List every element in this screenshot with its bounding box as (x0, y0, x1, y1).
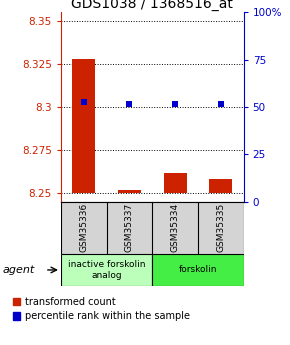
Legend: transformed count, percentile rank within the sample: transformed count, percentile rank withi… (11, 295, 192, 323)
Text: GSM35337: GSM35337 (125, 203, 134, 252)
Bar (118, 190, 141, 193)
Text: GSM35334: GSM35334 (171, 203, 180, 252)
Bar (209, 179, 232, 193)
Bar (61, 254, 152, 286)
Bar (164, 172, 186, 193)
Bar (72, 59, 95, 193)
Title: GDS1038 / 1368516_at: GDS1038 / 1368516_at (71, 0, 233, 11)
Text: agent: agent (3, 265, 35, 275)
Text: inactive forskolin
analog: inactive forskolin analog (68, 260, 145, 280)
Text: GSM35335: GSM35335 (216, 203, 225, 252)
Text: GSM35336: GSM35336 (79, 203, 88, 252)
Text: forskolin: forskolin (179, 265, 217, 275)
Bar (152, 254, 244, 286)
